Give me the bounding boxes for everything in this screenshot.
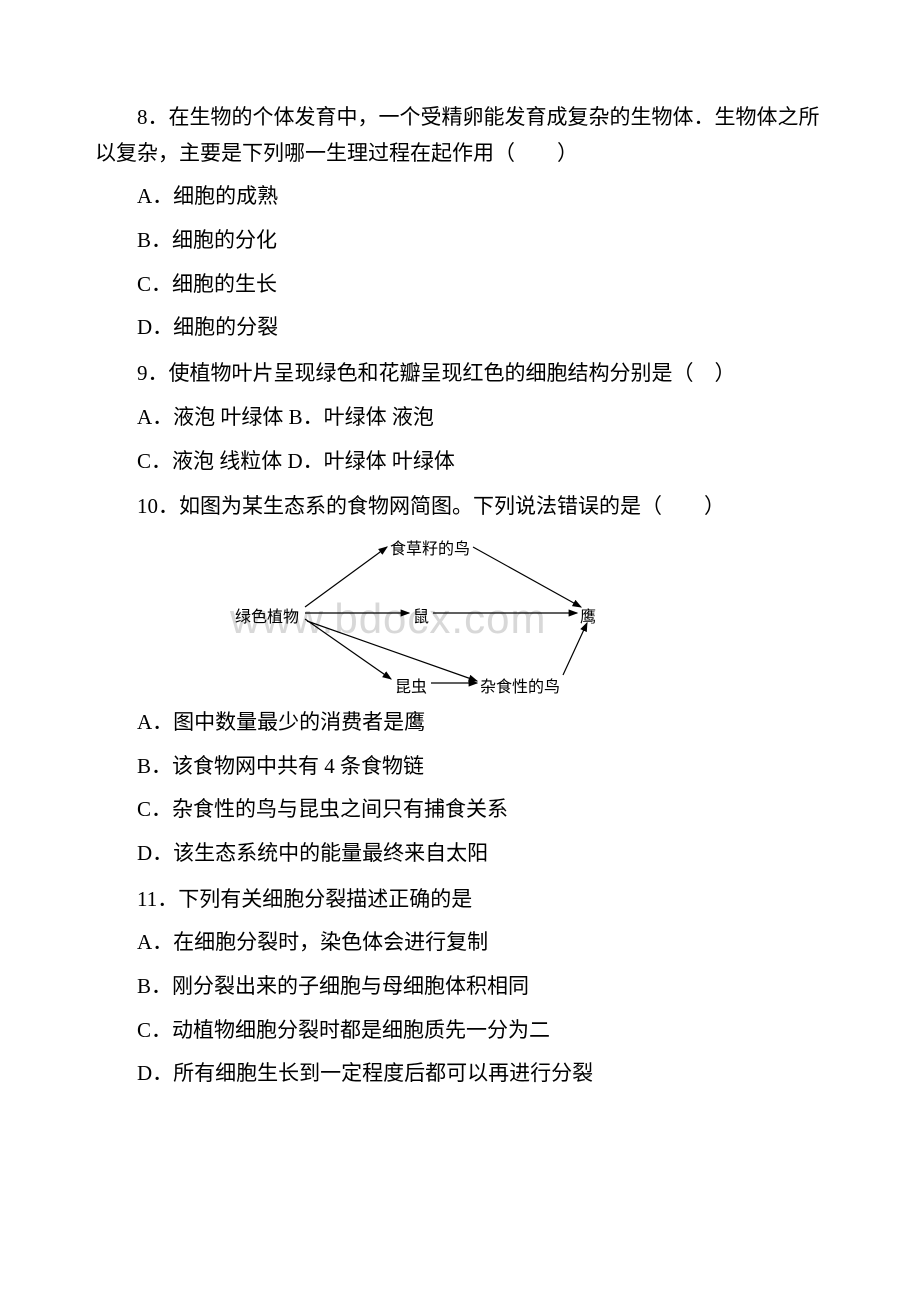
question-9: 9．使植物叶片呈现绿色和花瓣呈现红色的细胞结构分别是（ ） A．液泡 叶绿体 B… bbox=[95, 356, 825, 479]
q10-option-b: B．该食物网中共有 4 条食物链 bbox=[95, 749, 825, 785]
food-web-diagram: 绿色植物 食草籽的鸟 鼠 昆虫 杂食性的鸟 鹰 bbox=[235, 535, 655, 695]
q10-option-c: C．杂食性的鸟与昆虫之间只有捕食关系 bbox=[95, 792, 825, 828]
question-8: 8．在生物的个体发育中，一个受精卵能发育成复杂的生物体．生物体之所以复杂，主要是… bbox=[95, 100, 825, 346]
q9-option-ab: A．液泡 叶绿体 B．叶绿体 液泡 bbox=[95, 400, 825, 436]
q10-option-d: D．该生态系统中的能量最终来自太阳 bbox=[95, 836, 825, 872]
node-plant: 绿色植物 bbox=[235, 603, 299, 627]
question-10: 10．如图为某生态系的食物网简图。下列说法错误的是（ ） 绿色植物 食草籽的鸟 … bbox=[95, 489, 825, 871]
q10-option-a: A．图中数量最少的消费者是鹰 bbox=[95, 705, 825, 741]
q11-text: 11．下列有关细胞分裂描述正确的是 bbox=[95, 882, 825, 918]
q10-text: 10．如图为某生态系的食物网简图。下列说法错误的是（ ） bbox=[95, 489, 825, 525]
question-11: 11．下列有关细胞分裂描述正确的是 A．在细胞分裂时，染色体会进行复制 B．刚分… bbox=[95, 882, 825, 1092]
node-seedbird: 食草籽的鸟 bbox=[390, 535, 470, 559]
q8-option-b: B．细胞的分化 bbox=[95, 223, 825, 259]
document-content: 8．在生物的个体发育中，一个受精卵能发育成复杂的生物体．生物体之所以复杂，主要是… bbox=[95, 100, 825, 1092]
q8-option-a: A．细胞的成熟 bbox=[95, 179, 825, 215]
q11-option-b: B．刚分裂出来的子细胞与母细胞体积相同 bbox=[95, 969, 825, 1005]
node-eagle: 鹰 bbox=[580, 603, 596, 627]
q8-text: 8．在生物的个体发育中，一个受精卵能发育成复杂的生物体．生物体之所以复杂，主要是… bbox=[95, 100, 825, 171]
q11-option-d: D．所有细胞生长到一定程度后都可以再进行分裂 bbox=[95, 1056, 825, 1092]
node-mouse: 鼠 bbox=[413, 603, 429, 627]
q11-option-c: C．动植物细胞分裂时都是细胞质先一分为二 bbox=[95, 1013, 825, 1049]
q11-option-a: A．在细胞分裂时，染色体会进行复制 bbox=[95, 925, 825, 961]
node-omnivorebird: 杂食性的鸟 bbox=[480, 673, 560, 697]
q8-option-c: C．细胞的生长 bbox=[95, 267, 825, 303]
q9-option-cd: C．液泡 线粒体 D．叶绿体 叶绿体 bbox=[95, 444, 825, 480]
q9-text: 9．使植物叶片呈现绿色和花瓣呈现红色的细胞结构分别是（ ） bbox=[95, 356, 825, 392]
node-insect: 昆虫 bbox=[395, 673, 427, 697]
q8-option-d: D．细胞的分裂 bbox=[95, 310, 825, 346]
